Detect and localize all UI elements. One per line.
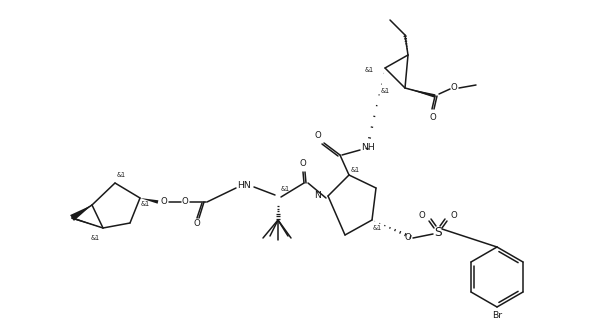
Text: &1: &1 — [380, 88, 390, 94]
Text: Br: Br — [492, 312, 502, 320]
Text: O: O — [300, 159, 306, 167]
Text: O: O — [315, 132, 321, 140]
Text: O: O — [161, 197, 167, 207]
Text: N: N — [314, 191, 321, 200]
Text: &1: &1 — [364, 67, 374, 73]
Text: O: O — [418, 211, 426, 219]
Polygon shape — [405, 88, 436, 98]
Text: O: O — [405, 234, 411, 242]
Text: &1: &1 — [91, 235, 100, 241]
Text: &1: &1 — [372, 225, 381, 231]
Text: NH: NH — [361, 143, 375, 153]
Text: O: O — [182, 197, 188, 207]
Text: &1: &1 — [141, 201, 150, 207]
Text: &1: &1 — [350, 167, 359, 173]
Text: HN: HN — [237, 181, 251, 190]
Text: S: S — [434, 225, 442, 239]
Text: &1: &1 — [116, 172, 126, 178]
Polygon shape — [70, 205, 92, 221]
Text: O: O — [451, 84, 457, 92]
Text: O: O — [451, 211, 457, 219]
Text: &1: &1 — [281, 186, 290, 192]
Polygon shape — [140, 198, 159, 204]
Text: O: O — [430, 113, 436, 121]
Polygon shape — [72, 217, 103, 228]
Text: O: O — [194, 219, 200, 229]
